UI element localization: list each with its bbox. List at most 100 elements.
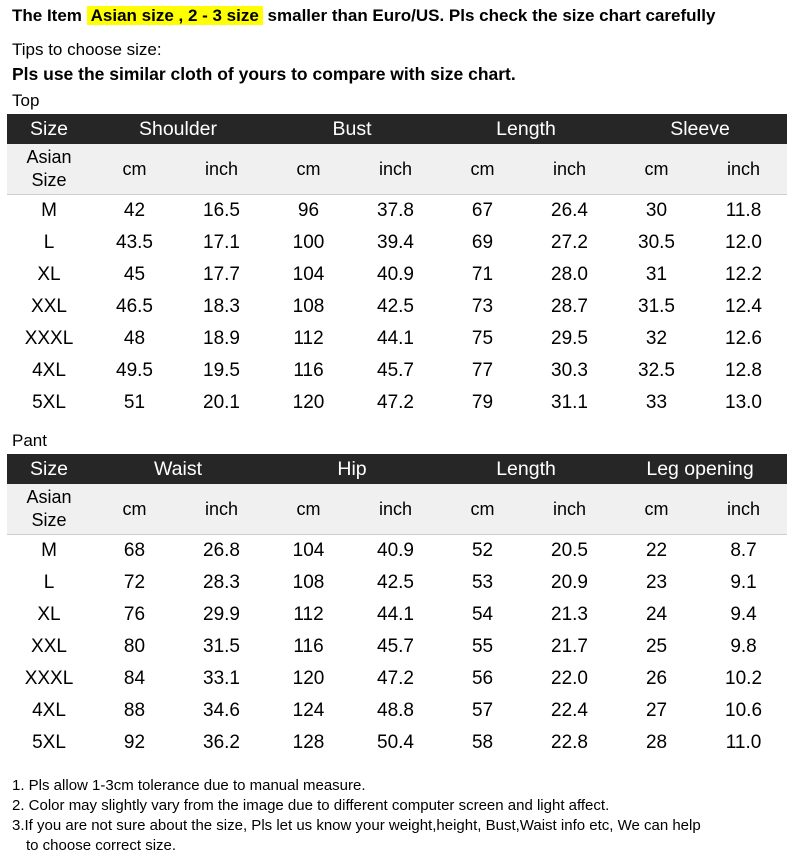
measurement-cell: 31.5 xyxy=(203,636,240,657)
measurement-cell: 20.9 xyxy=(551,572,588,593)
pant-unit-header: cm xyxy=(613,484,701,535)
measurement-cell: 30.5 xyxy=(638,232,675,253)
measurement-cell: 17.7 xyxy=(203,264,240,285)
measurement-cell: 9.8 xyxy=(730,636,757,657)
measurement-cell: 32 xyxy=(645,328,668,349)
measurement-cell: 56 xyxy=(471,668,494,689)
pant-size-header: Size xyxy=(30,457,68,480)
measurement-cell: 22.8 xyxy=(551,732,588,753)
pant-group-header: Leg opening xyxy=(646,457,754,480)
measurement-cell: 20.1 xyxy=(203,392,240,413)
table-row: XXL 80 31.5 116 45.7 55 21.7 25 9.8 xyxy=(7,631,787,663)
top-header-row: Size Shoulder Bust Length Sleeve xyxy=(7,114,787,144)
pant-unit-header: cm xyxy=(439,484,527,535)
size-cell: 5XL xyxy=(32,392,66,413)
measurement-cell: 96 xyxy=(297,200,320,221)
table-row: XL 45 17.7 104 40.9 71 28.0 31 12.2 xyxy=(7,259,787,291)
measurement-cell: 12.2 xyxy=(725,264,762,285)
measurement-cell: 76 xyxy=(123,604,146,625)
measurement-cell: 23 xyxy=(645,572,668,593)
top-group-header: Sleeve xyxy=(670,117,730,140)
size-cell: M xyxy=(41,540,57,561)
measurement-cell: 13.0 xyxy=(725,392,762,413)
measurement-cell: 77 xyxy=(471,360,494,381)
measurement-cell: 45.7 xyxy=(377,360,414,381)
table-row: 5XL 92 36.2 128 50.4 58 22.8 28 11.0 xyxy=(7,727,787,759)
measurement-cell: 12.8 xyxy=(725,360,762,381)
size-cell: L xyxy=(43,572,55,593)
measurement-cell: 48 xyxy=(123,328,146,349)
measurement-cell: 120 xyxy=(292,668,325,689)
note-2: 2. Color may slightly vary from the imag… xyxy=(12,797,610,814)
measurement-cell: 28.0 xyxy=(551,264,588,285)
note-1: 1. Pls allow 1-3cm tolerance due to manu… xyxy=(12,777,366,794)
measurement-cell: 46.5 xyxy=(116,296,153,317)
measurement-cell: 84 xyxy=(123,668,146,689)
measurement-cell: 31 xyxy=(645,264,668,285)
measurement-cell: 9.1 xyxy=(730,572,757,593)
pant-unit-header: inch xyxy=(526,484,614,535)
measurement-cell: 36.2 xyxy=(203,732,240,753)
measurement-cell: 112 xyxy=(293,604,324,625)
pant-unit-header: cm xyxy=(265,484,352,535)
top-unit-header: cm xyxy=(613,144,700,195)
top-size-header: Size xyxy=(30,117,68,140)
pant-unit-header: inch xyxy=(178,484,265,535)
pant-asian-size-label: Asian Size xyxy=(7,484,91,535)
measurement-cell: 128 xyxy=(292,732,325,753)
size-cell: 4XL xyxy=(32,360,66,381)
measurement-cell: 30 xyxy=(645,200,668,221)
pant-unit-header: inch xyxy=(352,484,440,535)
measurement-cell: 11.0 xyxy=(725,732,762,753)
pant-group-header: Length xyxy=(496,457,556,480)
measurement-cell: 92 xyxy=(123,732,146,753)
top-section-label: Top xyxy=(12,91,40,110)
measurement-cell: 104 xyxy=(292,540,325,561)
measurement-cell: 17.1 xyxy=(203,232,240,253)
measurement-cell: 50.4 xyxy=(377,732,414,753)
measurement-cell: 80 xyxy=(123,636,146,657)
measurement-cell: 11.8 xyxy=(725,200,762,221)
measurement-cell: 24 xyxy=(645,604,668,625)
measurement-cell: 57 xyxy=(471,700,494,721)
measurement-cell: 21.3 xyxy=(551,604,588,625)
top-group-header: Shoulder xyxy=(138,117,218,140)
measurement-cell: 75 xyxy=(471,328,494,349)
measurement-cell: 42.5 xyxy=(377,296,414,317)
measurement-cell: 22 xyxy=(645,540,668,561)
measurement-cell: 31.5 xyxy=(638,296,675,317)
table-row: L 43.5 17.1 100 39.4 69 27.2 30.5 12.0 xyxy=(7,227,787,259)
measurement-cell: 100 xyxy=(292,232,325,253)
top-unit-header: inch xyxy=(178,144,265,195)
measurement-cell: 112 xyxy=(293,328,324,349)
top-asian-size-label: Asian Size xyxy=(7,144,91,195)
measurement-cell: 12.4 xyxy=(725,296,762,317)
pant-group-header: Hip xyxy=(337,457,367,480)
table-row: XXXL 84 33.1 120 47.2 56 22.0 26 10.2 xyxy=(7,663,787,695)
measurement-cell: 79 xyxy=(471,392,494,413)
measurement-cell: 71 xyxy=(471,264,494,285)
measurement-cell: 116 xyxy=(293,636,324,657)
measurement-cell: 22.4 xyxy=(551,700,588,721)
measurement-cell: 120 xyxy=(292,392,325,413)
measurement-cell: 29.5 xyxy=(551,328,588,349)
measurement-cell: 37.8 xyxy=(377,200,414,221)
measurement-cell: 68 xyxy=(123,540,146,561)
measurement-cell: 32.5 xyxy=(638,360,675,381)
measurement-cell: 55 xyxy=(471,636,494,657)
top-size-table: Size Shoulder Bust Length Sleeve Asian Size cm i… xyxy=(7,114,787,419)
size-cell: XXXL xyxy=(24,328,74,349)
pant-section-label: Pant xyxy=(12,431,47,450)
measurement-cell: 33 xyxy=(645,392,668,413)
table-row: 4XL 49.5 19.5 116 45.7 77 30.3 32.5 12.8 xyxy=(7,355,787,387)
asian-label-line: Asian xyxy=(26,147,72,167)
measurement-cell: 54 xyxy=(471,604,494,625)
pant-header-row: Size Waist Hip Length Leg opening xyxy=(7,454,788,484)
size-cell: XL xyxy=(37,604,61,625)
measurement-cell: 29.9 xyxy=(203,604,240,625)
size-cell: L xyxy=(43,232,55,253)
measurement-cell: 73 xyxy=(471,296,494,317)
measurement-cell: 45 xyxy=(123,264,146,285)
measurement-cell: 12.0 xyxy=(725,232,762,253)
pant-unit-row: Asian Size cm inch cm inch cm inch cm inch xyxy=(7,484,788,535)
